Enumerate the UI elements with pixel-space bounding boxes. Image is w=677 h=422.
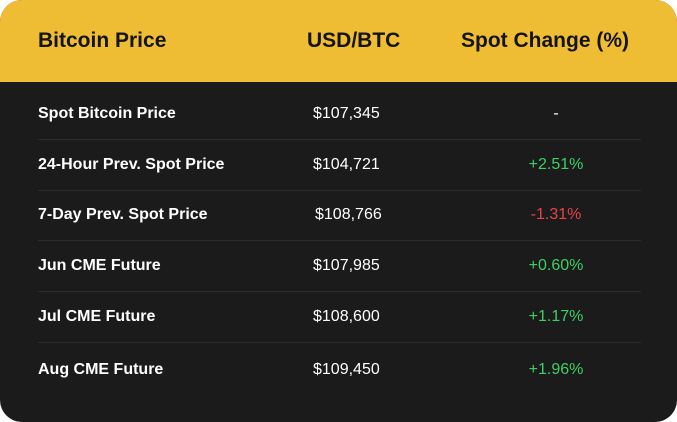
row-label: Jul CME Future xyxy=(38,308,156,325)
row-label: Jun CME Future xyxy=(38,257,161,274)
header-usd-btc: USD/BTC xyxy=(307,29,401,52)
row-divider xyxy=(38,342,641,343)
row-label: Aug CME Future xyxy=(38,361,164,378)
header-bitcoin-price: Bitcoin Price xyxy=(38,29,167,52)
row-change: +2.51% xyxy=(528,156,584,173)
row-price: $109,450 xyxy=(313,361,380,378)
row-change: +1.17% xyxy=(528,308,584,325)
row-price: $107,345 xyxy=(313,105,380,122)
row-change: - xyxy=(553,105,559,122)
row-divider xyxy=(38,190,641,191)
row-price: $108,600 xyxy=(313,308,380,325)
table-row: Spot Bitcoin Price $107,345 - xyxy=(0,90,677,140)
row-label: Spot Bitcoin Price xyxy=(38,105,176,122)
row-change: +1.96% xyxy=(528,361,584,378)
row-divider xyxy=(38,291,641,292)
row-divider xyxy=(38,240,641,241)
row-label: 7-Day Prev. Spot Price xyxy=(38,206,208,223)
row-divider xyxy=(38,139,641,140)
table-row: Jun CME Future $107,985 +0.60% xyxy=(0,242,677,292)
row-label: 24-Hour Prev. Spot Price xyxy=(38,156,225,173)
table-row: 24-Hour Prev. Spot Price $104,721 +2.51% xyxy=(0,141,677,191)
table-row: Aug CME Future $109,450 +1.96% xyxy=(0,346,677,396)
table-row: Jul CME Future $108,600 +1.17% xyxy=(0,293,677,343)
row-price: $104,721 xyxy=(313,156,380,173)
row-price: $107,985 xyxy=(313,257,380,274)
row-change: +0.60% xyxy=(528,257,584,274)
table-header: Bitcoin Price USD/BTC Spot Change (%) xyxy=(0,0,677,82)
table-row: 7-Day Prev. Spot Price $108,766 -1.31% xyxy=(0,191,677,241)
header-spot-change: Spot Change (%) xyxy=(461,29,629,52)
row-price: $108,766 xyxy=(315,206,382,223)
row-change: -1.31% xyxy=(530,206,582,223)
